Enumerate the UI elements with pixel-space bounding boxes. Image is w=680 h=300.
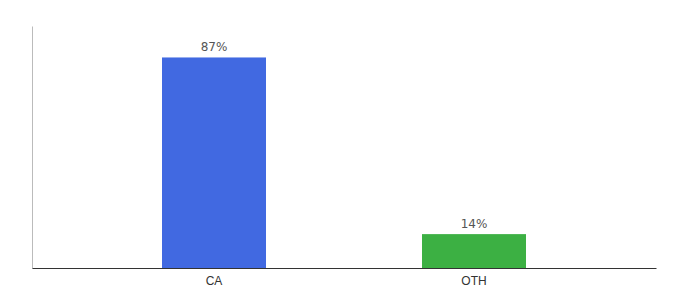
bar <box>162 57 266 268</box>
x-tick-label: CA <box>206 274 223 288</box>
chart-container: CA OTH 87% 14% <box>0 0 680 300</box>
x-axis-line <box>33 268 657 269</box>
y-axis-line <box>32 27 33 269</box>
x-axis: CA OTH <box>33 269 657 288</box>
x-tick: OTH <box>461 274 486 288</box>
data-label: 87% <box>201 40 228 54</box>
data-label: 14% <box>461 217 488 231</box>
bars <box>162 57 526 268</box>
chart-svg: CA OTH 87% 14% <box>0 0 680 300</box>
data-labels: 87% 14% <box>201 40 488 231</box>
x-tick: CA <box>206 274 223 288</box>
y-axis <box>32 27 33 269</box>
bar <box>422 234 526 268</box>
plot: CA OTH 87% 14% <box>33 27 657 288</box>
x-tick-label: OTH <box>461 274 486 288</box>
